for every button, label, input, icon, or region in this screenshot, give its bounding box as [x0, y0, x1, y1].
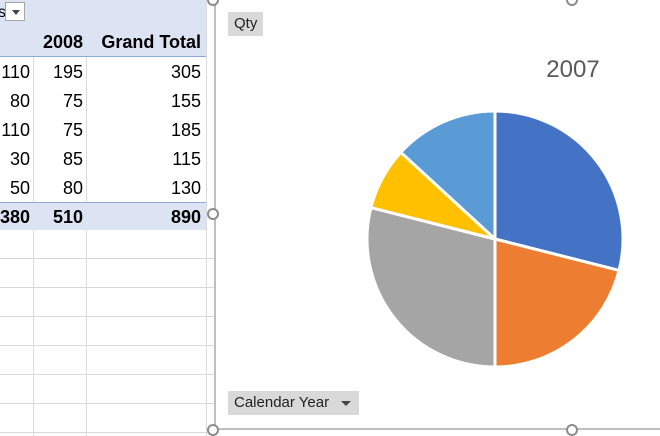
pie-chart[interactable] [360, 104, 630, 374]
cell-2008[interactable]: 80 [62, 178, 83, 198]
gridline [0, 287, 214, 288]
cell-2008[interactable]: 75 [62, 120, 83, 140]
chevron-down-icon [341, 401, 352, 406]
column-labels-fragment: s [0, 4, 6, 21]
resize-handle[interactable] [566, 0, 578, 6]
resize-handle[interactable] [207, 0, 219, 6]
grand-total-2007[interactable]: 380 [0, 207, 31, 227]
cell-2008[interactable]: 75 [62, 91, 83, 111]
grand-total-overall[interactable]: 890 [170, 207, 201, 227]
column-labels-filter-button[interactable] [5, 2, 25, 21]
gridline [0, 316, 214, 317]
gridline [0, 258, 214, 259]
gridline [0, 403, 214, 404]
chevron-down-icon [12, 10, 20, 15]
cell-2008[interactable]: 195 [52, 62, 83, 82]
pie-slice[interactable] [365, 206, 497, 369]
grand-total-2008[interactable]: 510 [52, 207, 83, 227]
gridline [0, 374, 214, 375]
column-header-2008[interactable]: 2008 [42, 32, 83, 52]
resize-handle[interactable] [207, 208, 219, 220]
cell-grand-total[interactable]: 305 [170, 62, 201, 82]
pie-slice[interactable] [399, 109, 497, 241]
pivot-header-row: s [0, 0, 206, 28]
pivot-column-header-row: 2008 Grand Total [0, 28, 206, 57]
cell-2007[interactable]: 110 [1, 62, 30, 82]
resize-handle[interactable] [207, 424, 219, 436]
gridline [0, 432, 214, 433]
cell-2007[interactable]: 80 [9, 91, 30, 111]
cell-grand-total[interactable]: 155 [170, 91, 201, 111]
gridline [0, 345, 214, 346]
calendar-year-field-button[interactable]: Calendar Year [228, 391, 360, 415]
qty-field-button[interactable]: Qty [228, 12, 264, 36]
cell-grand-total[interactable]: 185 [170, 120, 201, 140]
pie-slice[interactable] [493, 237, 621, 369]
calendar-year-label: Calendar Year [234, 394, 330, 411]
chart-title[interactable]: 2007 [546, 56, 600, 83]
cell-2008[interactable]: 85 [62, 149, 83, 169]
pie-slice[interactable] [493, 109, 625, 272]
cell-2007[interactable]: 110 [1, 120, 30, 140]
cell-2007[interactable]: 50 [9, 178, 30, 198]
spreadsheet-grid[interactable]: s 2008 Grand Total 110 195 305 80 75 155… [0, 0, 214, 436]
resize-handle[interactable] [566, 424, 578, 436]
grand-total-row: 380 510 890 [0, 202, 206, 230]
cell-2007[interactable]: 30 [9, 149, 30, 169]
cell-grand-total[interactable]: 115 [172, 149, 201, 169]
cell-grand-total[interactable]: 130 [170, 178, 201, 198]
column-header-grand-total[interactable]: Grand Total [101, 32, 201, 52]
